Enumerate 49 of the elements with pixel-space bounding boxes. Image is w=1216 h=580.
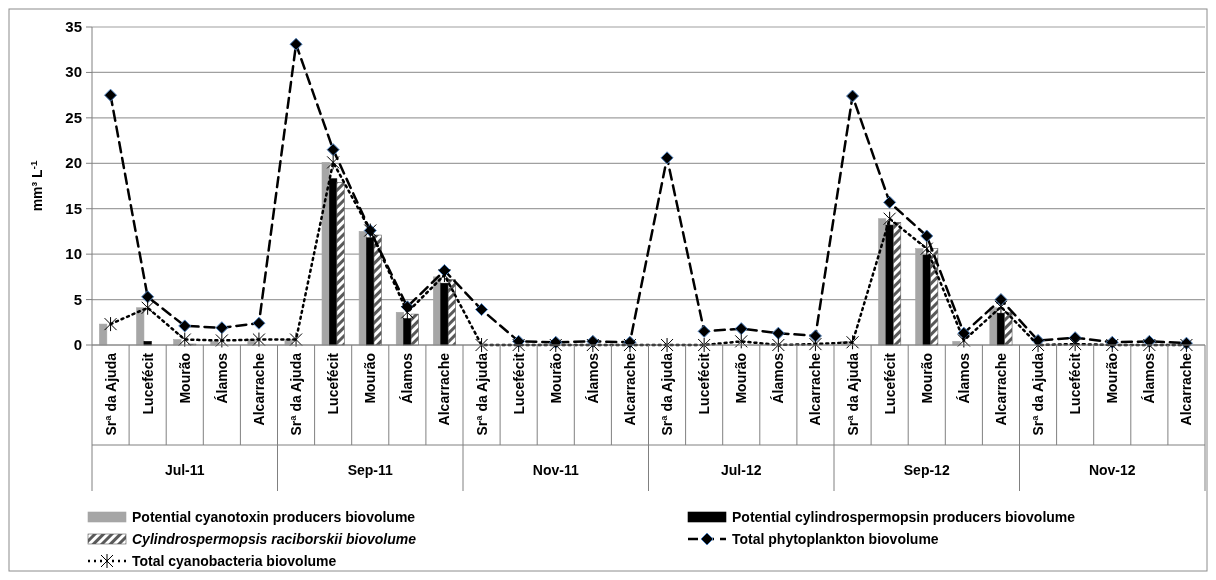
x-tick-label: Srª da Ajuda: [102, 352, 119, 436]
x-tick-label: Alcarrache: [621, 352, 638, 426]
legend-label: Potential cyanotoxin producers biovolume: [132, 509, 416, 525]
x-tick-label: Alcarrache: [1178, 352, 1195, 426]
x-tick-label: Álamos: [770, 352, 787, 404]
x-tick-label: Srª da Ajuda: [659, 352, 676, 436]
y-tick-label: 20: [65, 154, 82, 172]
x-tick-label: Alcarrache: [807, 352, 824, 426]
x-tick-label: Alcarrache: [250, 352, 267, 426]
x-tick-label: Mourão: [362, 353, 379, 404]
x-tick-label: Mourão: [918, 353, 935, 404]
x-tick-label: Álamos: [1141, 352, 1158, 404]
x-tick-label: Lucefécit: [510, 352, 527, 415]
text: Jul-11: [164, 462, 205, 478]
legend-label: Total cyanobacteria biovolume: [132, 553, 337, 569]
x-tick-label: Mourão: [1104, 353, 1121, 404]
x-tick-label: Lucefécit: [1067, 352, 1084, 415]
x-tick-label: Álamos: [584, 352, 601, 404]
x-tick-label: Mourão: [547, 353, 564, 404]
x-tick-label: Lucefécit: [325, 352, 342, 415]
y-tick-label: 25: [65, 108, 82, 126]
x-tick-label: Alcarrache: [436, 352, 453, 426]
y-tick-label: 15: [65, 199, 82, 217]
x-tick-label: Mourão: [733, 353, 750, 404]
x-tick-label: Srª da Ajuda: [844, 352, 861, 436]
x-tick-label: Srª da Ajuda: [473, 352, 490, 436]
x-tick-label: Lucefécit: [881, 352, 898, 415]
x-tick-label: Srª da Ajuda: [1030, 352, 1047, 436]
x-tick-label: Lucefécit: [139, 352, 156, 415]
y-tick-label: 35: [65, 18, 82, 35]
x-tick-label: Lucefécit: [696, 352, 713, 415]
x-tick-label: Mourão: [176, 353, 193, 404]
y-tick-label: 10: [65, 245, 82, 263]
x-tick-label: Alcarrache: [992, 352, 1009, 426]
legend-label: Total phytoplankton biovolume: [732, 531, 939, 547]
text: Nov-11: [532, 462, 579, 478]
x-tick-label: Álamos: [955, 352, 972, 404]
text: Sep-11: [347, 462, 394, 478]
x-tick-label: Srª da Ajuda: [288, 352, 305, 436]
text: Nov-12: [1088, 462, 1136, 478]
x-tick-label: Álamos: [213, 352, 230, 404]
text: Jul-12: [721, 462, 762, 478]
y-tick-label: 5: [73, 290, 82, 308]
text: Sep-12: [903, 462, 950, 478]
y-tick-label: 0: [73, 336, 82, 353]
legend-label: Potential cylindrospermopsin producers biovolume: [732, 509, 1076, 525]
x-tick-label: Álamos: [399, 352, 416, 404]
y-tick-label: 30: [65, 63, 82, 81]
legend-label: Cylindrospermopsis raciborskii biovolume: [132, 531, 417, 547]
